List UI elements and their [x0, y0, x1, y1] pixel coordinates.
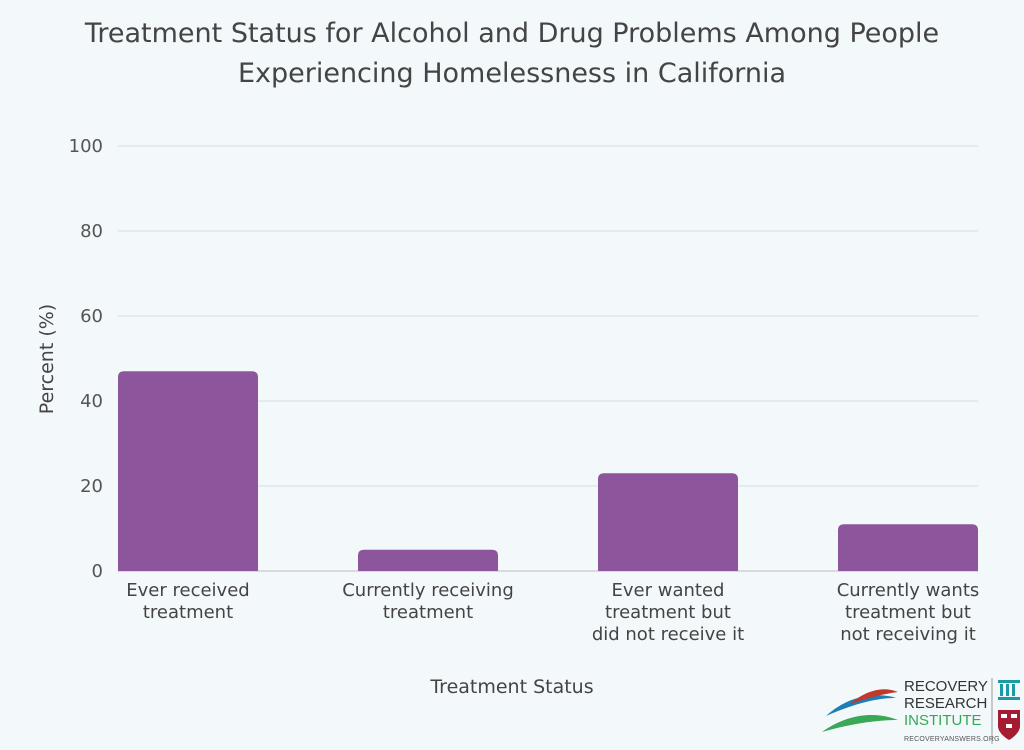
x-tick-label-line: Ever wanted [612, 580, 725, 601]
x-tick-label-line: treatment [143, 602, 233, 623]
y-axis-title: Percent (%) [36, 304, 58, 414]
bar [358, 549, 498, 571]
logo-url: RECOVERYANSWERS.ORG [904, 736, 1000, 743]
x-axis-title: Treatment Status [429, 676, 593, 698]
x-tick-label-line: treatment but [845, 602, 971, 623]
recovery-research-institute-logo: RECOVERY RESEARCH INSTITUTE RECOVERYANSW… [820, 674, 1024, 750]
x-tick-label-line: not receiving it [840, 624, 976, 645]
y-tick-label: 60 [80, 306, 103, 327]
x-tick-label-line: treatment [383, 602, 473, 623]
chart-title-line-1: Treatment Status for Alcohol and Drug Pr… [84, 18, 940, 49]
chart-title: Treatment Status for Alcohol and Drug Pr… [0, 14, 1024, 94]
logo-line-2: RESEARCH [904, 695, 988, 712]
x-tick-label-line: treatment but [605, 602, 731, 623]
x-tick-label-line: Ever received [126, 580, 249, 601]
logo-wordmark: RECOVERY RESEARCH INSTITUTE [904, 678, 988, 729]
chart-title-line-2: Experiencing Homelessness in California [237, 58, 787, 89]
logo-line-1: RECOVERY [904, 678, 988, 695]
x-tick-label-line: Currently receiving [342, 580, 514, 601]
logo-mark-icon [822, 678, 1020, 744]
x-tick-label: Currently wants treatment but not receivin… [837, 580, 980, 645]
x-tick-label-line: did not receive it [592, 624, 744, 645]
x-tick-label: Currently receiving treatment [342, 580, 514, 623]
x-tick-label: Ever wanted treatment but did not receive … [592, 580, 744, 645]
y-tick-label: 20 [80, 476, 103, 497]
y-tick-label: 0 [92, 561, 103, 582]
bar [598, 473, 738, 571]
x-tick-label: Ever received treatment [126, 580, 249, 623]
bar [838, 524, 978, 571]
y-tick-label: 100 [69, 136, 103, 157]
y-tick-label: 80 [80, 221, 103, 242]
logo-line-3: INSTITUTE [904, 712, 982, 729]
x-tick-label-line: Currently wants [837, 580, 980, 601]
bar [118, 371, 258, 571]
y-tick-label: 40 [80, 391, 103, 412]
